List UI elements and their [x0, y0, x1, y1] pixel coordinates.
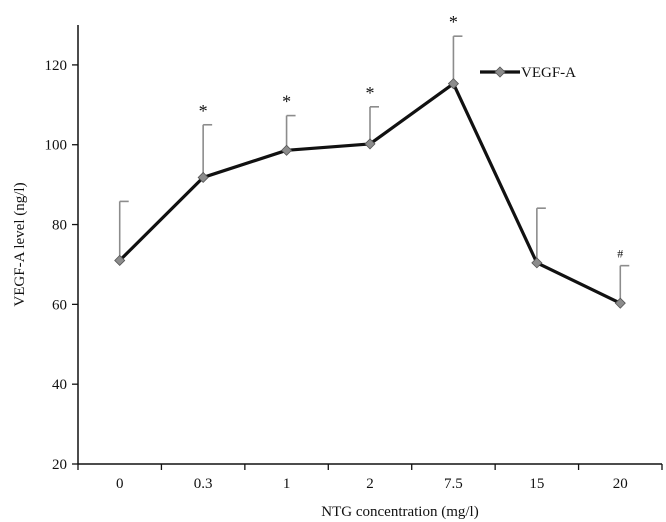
x-tick-label: 2 [366, 476, 374, 492]
legend: VEGF-A [480, 65, 576, 81]
data-point-marker [281, 144, 293, 156]
annotation-label: * [366, 83, 375, 103]
x-tick-label: 0 [116, 476, 124, 492]
y-axis-title: VEGF-A level (ng/l) [12, 182, 28, 306]
legend-marker-swatch [494, 66, 506, 78]
data-point-marker [364, 138, 376, 150]
y-tick-label: 20 [52, 457, 67, 473]
data-point-marker [614, 297, 626, 309]
y-tick-label: 100 [45, 138, 68, 154]
x-tick-label: 1 [283, 476, 291, 492]
x-tick-label: 15 [529, 476, 544, 492]
annotation-label: * [282, 92, 291, 112]
x-tick-label: 7.5 [444, 476, 463, 492]
annotation-label: * [199, 101, 208, 121]
legend-label: VEGF-A [521, 65, 576, 81]
error-bars [118, 35, 630, 304]
axes [77, 25, 662, 465]
y-tick-label: 40 [52, 377, 67, 393]
data-series [114, 78, 626, 309]
data-point-marker [447, 78, 459, 90]
x-tick-label: 0.3 [194, 476, 213, 492]
y-axis-ticks: 20 40 60 80 100 120 [45, 58, 78, 473]
data-point-marker [114, 254, 126, 267]
x-tick-label: 20 [613, 476, 628, 492]
y-tick-label: 60 [52, 297, 67, 313]
significance-annotations: * * * * # [199, 12, 624, 260]
data-point-marker [197, 171, 209, 184]
x-axis-ticks: 0 0.3 1 2 7.5 15 20 [77, 464, 663, 492]
y-tick-label: 80 [52, 218, 67, 234]
x-axis-title: NTG concentration (mg/l) [321, 504, 478, 520]
annotation-label: * [449, 12, 458, 32]
annotation-label: # [617, 247, 623, 261]
data-point-marker [531, 257, 543, 269]
y-tick-label: 120 [45, 58, 68, 74]
